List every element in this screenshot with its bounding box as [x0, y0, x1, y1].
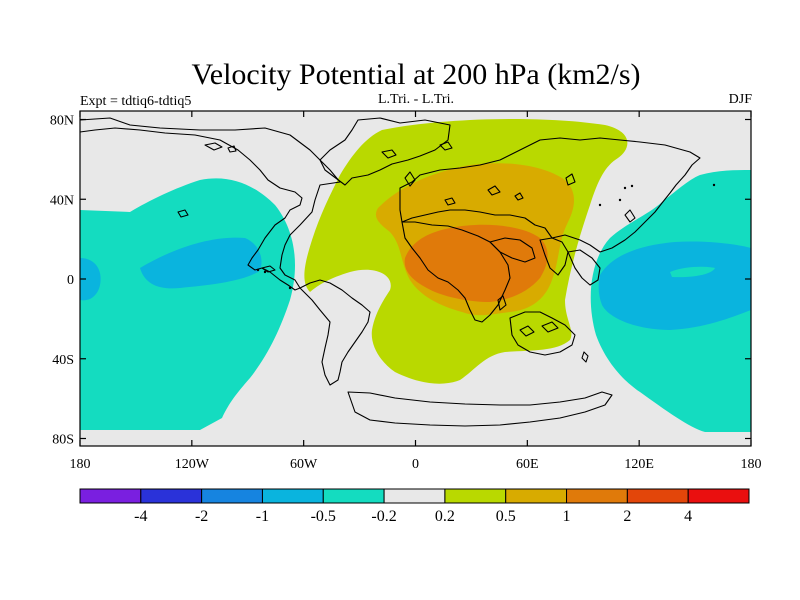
lat-tick-label: 40S	[52, 353, 74, 368]
colorbar-swatch	[383, 488, 446, 504]
contour-fill-plus-1	[404, 224, 548, 302]
coastline-southeast-asia	[567, 249, 601, 286]
lon-tick-label: 120W	[175, 457, 210, 472]
coastline-south-america	[299, 279, 371, 386]
colorbar-label: 0.5	[496, 508, 516, 525]
colorbar-label: -2	[195, 508, 208, 525]
coastline-caribbean	[177, 209, 276, 273]
colorbar-swatch	[444, 488, 507, 504]
latitude-axis: 80N 40N 0 40S 80S	[50, 114, 751, 448]
lon-tick-label: 60W	[290, 457, 318, 472]
coastline-greenland	[319, 117, 451, 186]
colorbar-swatch	[322, 488, 385, 504]
colorbar: -4 -2 -1 -0.5 -0.2 0.2 0.5 1 2 4	[79, 488, 750, 525]
coastline-north-america	[79, 117, 341, 291]
island-dot	[256, 268, 260, 272]
lat-tick-label: 80S	[52, 433, 74, 448]
colorbar-swatch	[687, 488, 750, 504]
coastline-svalbard	[439, 141, 453, 151]
coastline-uk	[404, 171, 416, 187]
island-dot	[288, 286, 292, 290]
coastline-australia	[509, 311, 576, 356]
experiment-label: Expt = tdtiq6-tdtiq5	[80, 94, 191, 109]
coastline-antarctica	[347, 391, 613, 427]
contour-fill-minus-0.5-west	[140, 237, 262, 289]
colorbar-label: -1	[256, 508, 269, 525]
lon-tick-label: 120E	[624, 457, 654, 472]
colorbar-label: 4	[684, 508, 692, 525]
island-dot	[623, 186, 627, 190]
island-dot	[630, 184, 634, 188]
contour-fill-minus-0.2-east-hole	[670, 266, 715, 278]
lon-tick-label: 0	[412, 457, 419, 472]
colorbar-swatch	[140, 488, 203, 504]
coastline-new-zealand	[581, 351, 589, 363]
island-dot	[618, 198, 622, 202]
coastline-novaya-zemlya	[565, 173, 576, 186]
colorbar-label: 1	[563, 508, 571, 525]
island-dot	[263, 270, 267, 274]
island-dots	[256, 183, 716, 290]
coastline-iceland	[381, 149, 397, 159]
contour-fill-minus-0.5-east	[598, 241, 751, 330]
lon-tick-label: 180	[741, 457, 762, 472]
longitude-axis: 180 120W 60W 0 60E 120E 180	[70, 111, 762, 472]
lon-tick-label: 180	[70, 457, 91, 472]
lat-tick-label: 40N	[50, 193, 74, 208]
lon-tick-label: 60E	[516, 457, 539, 472]
lat-tick-label: 80N	[50, 114, 74, 129]
island-dot	[712, 183, 716, 187]
colorbar-label: 0.2	[435, 508, 455, 525]
colorbar-swatch	[79, 488, 142, 504]
coastline-europe-asia	[399, 137, 701, 253]
colorbar-swatch	[201, 488, 263, 504]
colorbar-label: -0.2	[371, 508, 396, 525]
map-panel: 80N 40N 0 40S 80S 180 120W 60W 0 60E 120E 180	[50, 110, 762, 472]
coastlines	[79, 117, 701, 427]
colorbar-label: -4	[134, 508, 147, 525]
coastline-madagascar	[497, 295, 507, 311]
coastline-japan	[624, 209, 636, 223]
coastline-india	[539, 237, 569, 276]
colorbar-swatch	[505, 488, 568, 504]
lat-tick-label: 0	[67, 273, 74, 288]
coastline-arabia	[489, 237, 536, 263]
island-dot	[598, 203, 602, 207]
coastline-mediterranean-islands	[444, 185, 524, 206]
colorbar-swatch	[626, 488, 689, 504]
contour-fill-minus-0.5-west-edge	[80, 258, 101, 301]
season-label: DJF	[729, 92, 753, 107]
map-title: Velocity Potential at 200 hPa (km2/s)	[191, 58, 640, 91]
coastline-africa	[401, 221, 511, 323]
grid-label: L.Tri. - L.Tri.	[378, 92, 454, 107]
colorbar-label: 2	[623, 508, 631, 525]
coastline-arctic-islands	[204, 142, 237, 153]
coastline-east-indies	[519, 321, 559, 337]
colorbar-swatch	[566, 488, 628, 504]
colorbar-label: -0.5	[311, 508, 336, 525]
colorbar-swatch	[261, 488, 324, 504]
